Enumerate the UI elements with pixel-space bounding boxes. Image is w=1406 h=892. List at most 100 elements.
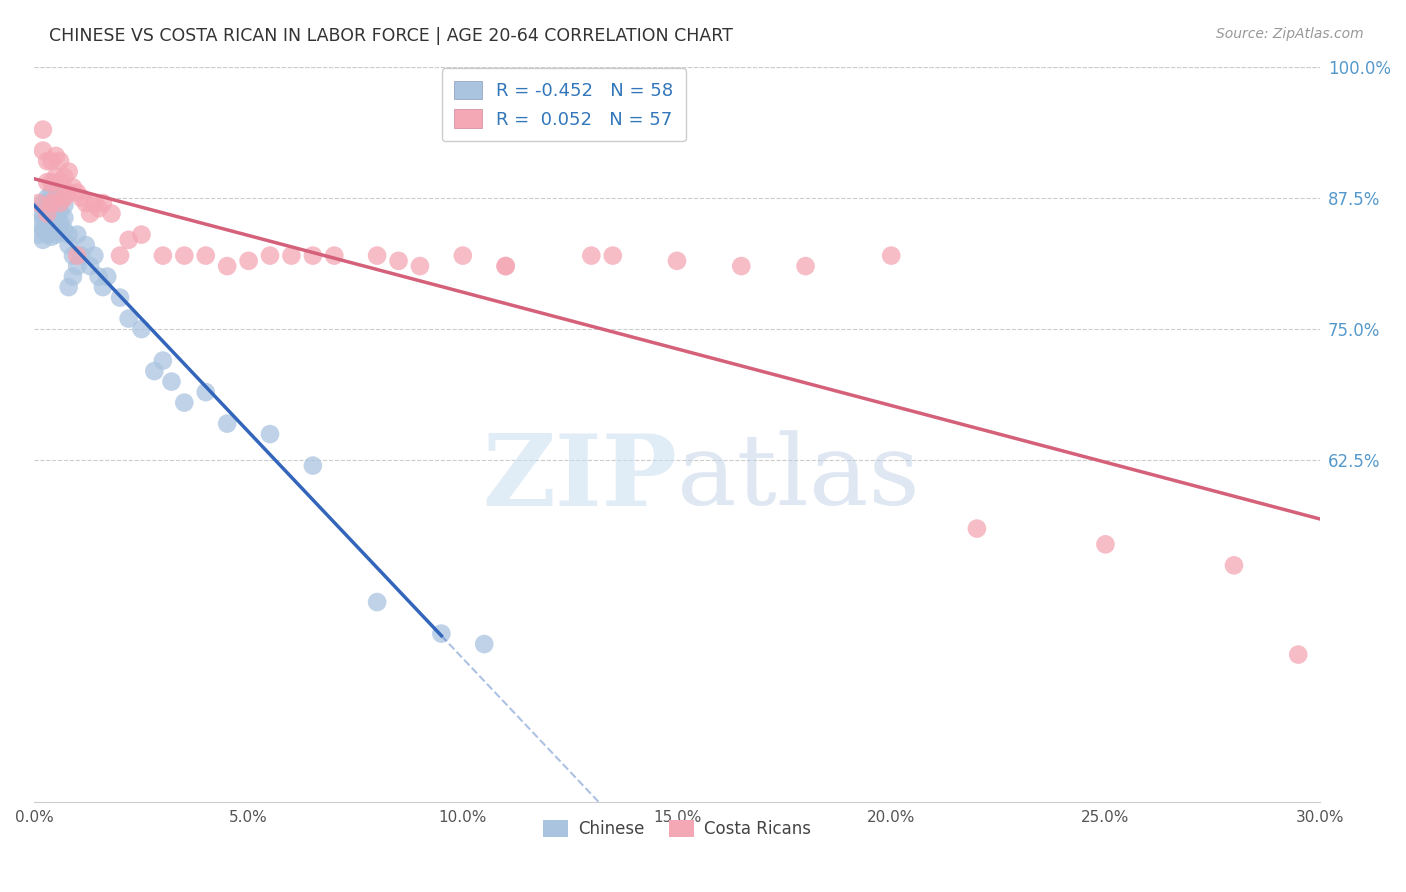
Point bbox=[259, 427, 281, 442]
Point bbox=[83, 196, 105, 211]
Point bbox=[32, 222, 55, 236]
Point bbox=[37, 219, 59, 234]
Point bbox=[41, 194, 63, 208]
Text: Source: ZipAtlas.com: Source: ZipAtlas.com bbox=[1216, 27, 1364, 41]
Point bbox=[32, 233, 55, 247]
Point bbox=[37, 175, 59, 189]
Point bbox=[32, 211, 55, 225]
Point bbox=[409, 259, 432, 273]
Point bbox=[45, 149, 67, 163]
Point bbox=[100, 206, 122, 220]
Point bbox=[58, 280, 80, 294]
Point bbox=[194, 385, 217, 400]
Point bbox=[173, 395, 195, 409]
Point bbox=[49, 215, 72, 229]
Point bbox=[53, 198, 76, 212]
Point bbox=[152, 353, 174, 368]
Point bbox=[37, 200, 59, 214]
Point bbox=[45, 211, 67, 225]
Point bbox=[87, 202, 110, 216]
Point bbox=[27, 196, 49, 211]
Point bbox=[323, 249, 346, 263]
Point bbox=[259, 249, 281, 263]
Point bbox=[1223, 558, 1246, 573]
Point bbox=[41, 186, 63, 200]
Point bbox=[79, 259, 101, 273]
Point bbox=[62, 180, 84, 194]
Point bbox=[70, 249, 93, 263]
Point bbox=[75, 196, 97, 211]
Point bbox=[880, 249, 903, 263]
Point bbox=[58, 164, 80, 178]
Point bbox=[37, 209, 59, 223]
Point bbox=[131, 227, 153, 242]
Point bbox=[83, 249, 105, 263]
Point bbox=[730, 259, 752, 273]
Point bbox=[131, 322, 153, 336]
Point bbox=[66, 227, 89, 242]
Point bbox=[238, 253, 260, 268]
Point bbox=[58, 227, 80, 242]
Point bbox=[45, 202, 67, 217]
Point bbox=[143, 364, 166, 378]
Point bbox=[49, 194, 72, 208]
Point bbox=[70, 191, 93, 205]
Point bbox=[37, 206, 59, 220]
Point bbox=[87, 269, 110, 284]
Point bbox=[117, 233, 139, 247]
Point bbox=[41, 196, 63, 211]
Point bbox=[966, 522, 988, 536]
Point bbox=[62, 269, 84, 284]
Point bbox=[53, 169, 76, 184]
Point bbox=[32, 196, 55, 211]
Point bbox=[41, 229, 63, 244]
Text: ZIP: ZIP bbox=[482, 430, 678, 526]
Point bbox=[495, 259, 517, 273]
Point bbox=[45, 169, 67, 184]
Point bbox=[117, 311, 139, 326]
Point bbox=[45, 191, 67, 205]
Point bbox=[53, 191, 76, 205]
Point bbox=[41, 211, 63, 226]
Point bbox=[79, 206, 101, 220]
Point bbox=[41, 175, 63, 189]
Point bbox=[472, 637, 495, 651]
Point bbox=[45, 219, 67, 234]
Point bbox=[581, 249, 603, 263]
Point bbox=[160, 375, 183, 389]
Point bbox=[27, 204, 49, 219]
Point bbox=[1286, 648, 1309, 662]
Point bbox=[366, 249, 388, 263]
Point bbox=[41, 221, 63, 235]
Point bbox=[27, 217, 49, 231]
Point bbox=[194, 249, 217, 263]
Point bbox=[302, 458, 325, 473]
Point bbox=[217, 417, 239, 431]
Point bbox=[49, 204, 72, 219]
Point bbox=[49, 175, 72, 189]
Point bbox=[58, 238, 80, 252]
Point bbox=[45, 187, 67, 202]
Point bbox=[27, 227, 49, 242]
Point bbox=[62, 249, 84, 263]
Point bbox=[280, 249, 302, 263]
Point bbox=[451, 249, 474, 263]
Point bbox=[37, 154, 59, 169]
Point bbox=[49, 196, 72, 211]
Point bbox=[75, 238, 97, 252]
Point bbox=[152, 249, 174, 263]
Point bbox=[32, 144, 55, 158]
Point bbox=[91, 196, 114, 211]
Point bbox=[32, 122, 55, 136]
Point bbox=[37, 191, 59, 205]
Point bbox=[366, 595, 388, 609]
Point bbox=[387, 253, 409, 268]
Point bbox=[45, 227, 67, 242]
Point bbox=[66, 186, 89, 200]
Point bbox=[41, 202, 63, 217]
Point bbox=[53, 211, 76, 225]
Point bbox=[49, 226, 72, 240]
Point bbox=[794, 259, 817, 273]
Point bbox=[58, 186, 80, 200]
Point bbox=[41, 154, 63, 169]
